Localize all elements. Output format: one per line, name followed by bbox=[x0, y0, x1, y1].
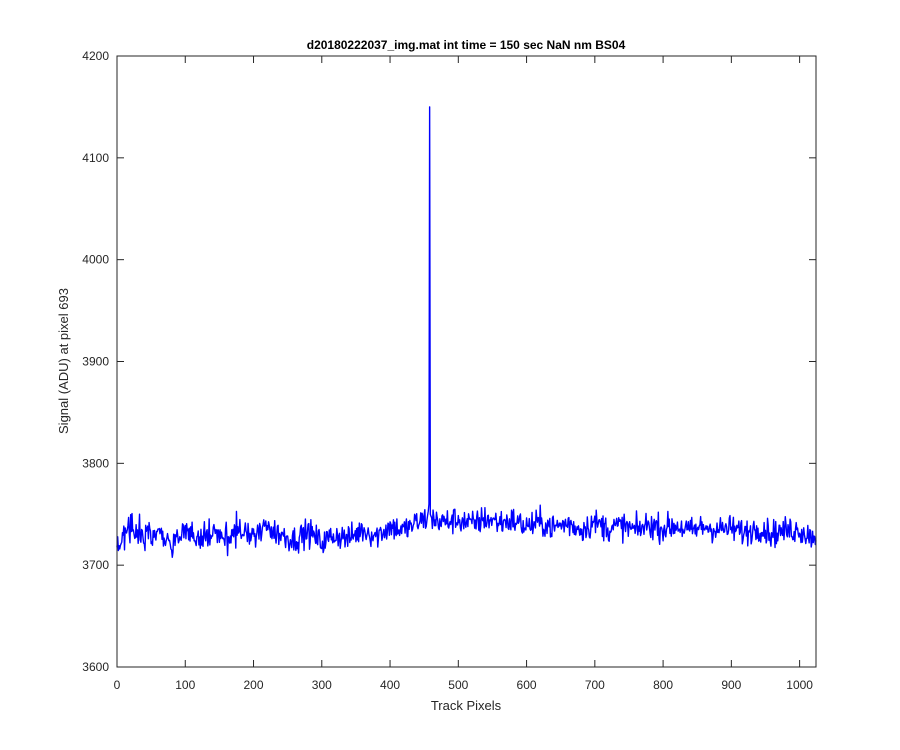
y-tick-label: 3800 bbox=[82, 456, 109, 470]
x-tick-label: 0 bbox=[114, 678, 121, 692]
x-tick-label: 900 bbox=[721, 678, 741, 692]
y-tick-label: 3700 bbox=[82, 558, 109, 572]
y-tick-label: 4100 bbox=[82, 151, 109, 165]
series-layer bbox=[116, 106, 817, 559]
x-tick-label: 600 bbox=[517, 678, 537, 692]
y-tick-label: 4200 bbox=[82, 49, 109, 63]
x-tick-label: 300 bbox=[312, 678, 332, 692]
x-tick-label: 800 bbox=[653, 678, 673, 692]
x-tick-label: 400 bbox=[380, 678, 400, 692]
x-tick-label: 500 bbox=[448, 678, 468, 692]
plot-area bbox=[117, 56, 816, 667]
series-line bbox=[116, 106, 817, 559]
x-tick-label: 1000 bbox=[786, 678, 813, 692]
y-tick-label: 4000 bbox=[82, 253, 109, 267]
x-axis-label: Track Pixels bbox=[431, 698, 502, 713]
x-tick-label: 100 bbox=[175, 678, 195, 692]
x-tick-label: 200 bbox=[244, 678, 264, 692]
x-tick-label: 700 bbox=[585, 678, 605, 692]
axes-box bbox=[116, 55, 817, 668]
y-tick-label: 3900 bbox=[82, 355, 109, 369]
x-tick-labels: 0 100 200 300 400 500 600 700 800 900 1000 bbox=[114, 678, 814, 692]
y-tick-label: 3600 bbox=[82, 660, 109, 674]
y-axis-label: Signal (ADU) at pixel 693 bbox=[56, 288, 71, 434]
chart-title: d20180222037_img.mat int time = 150 sec … bbox=[307, 38, 626, 52]
y-tick-labels: 3600 3700 3800 3900 4000 4100 4200 bbox=[82, 49, 109, 674]
